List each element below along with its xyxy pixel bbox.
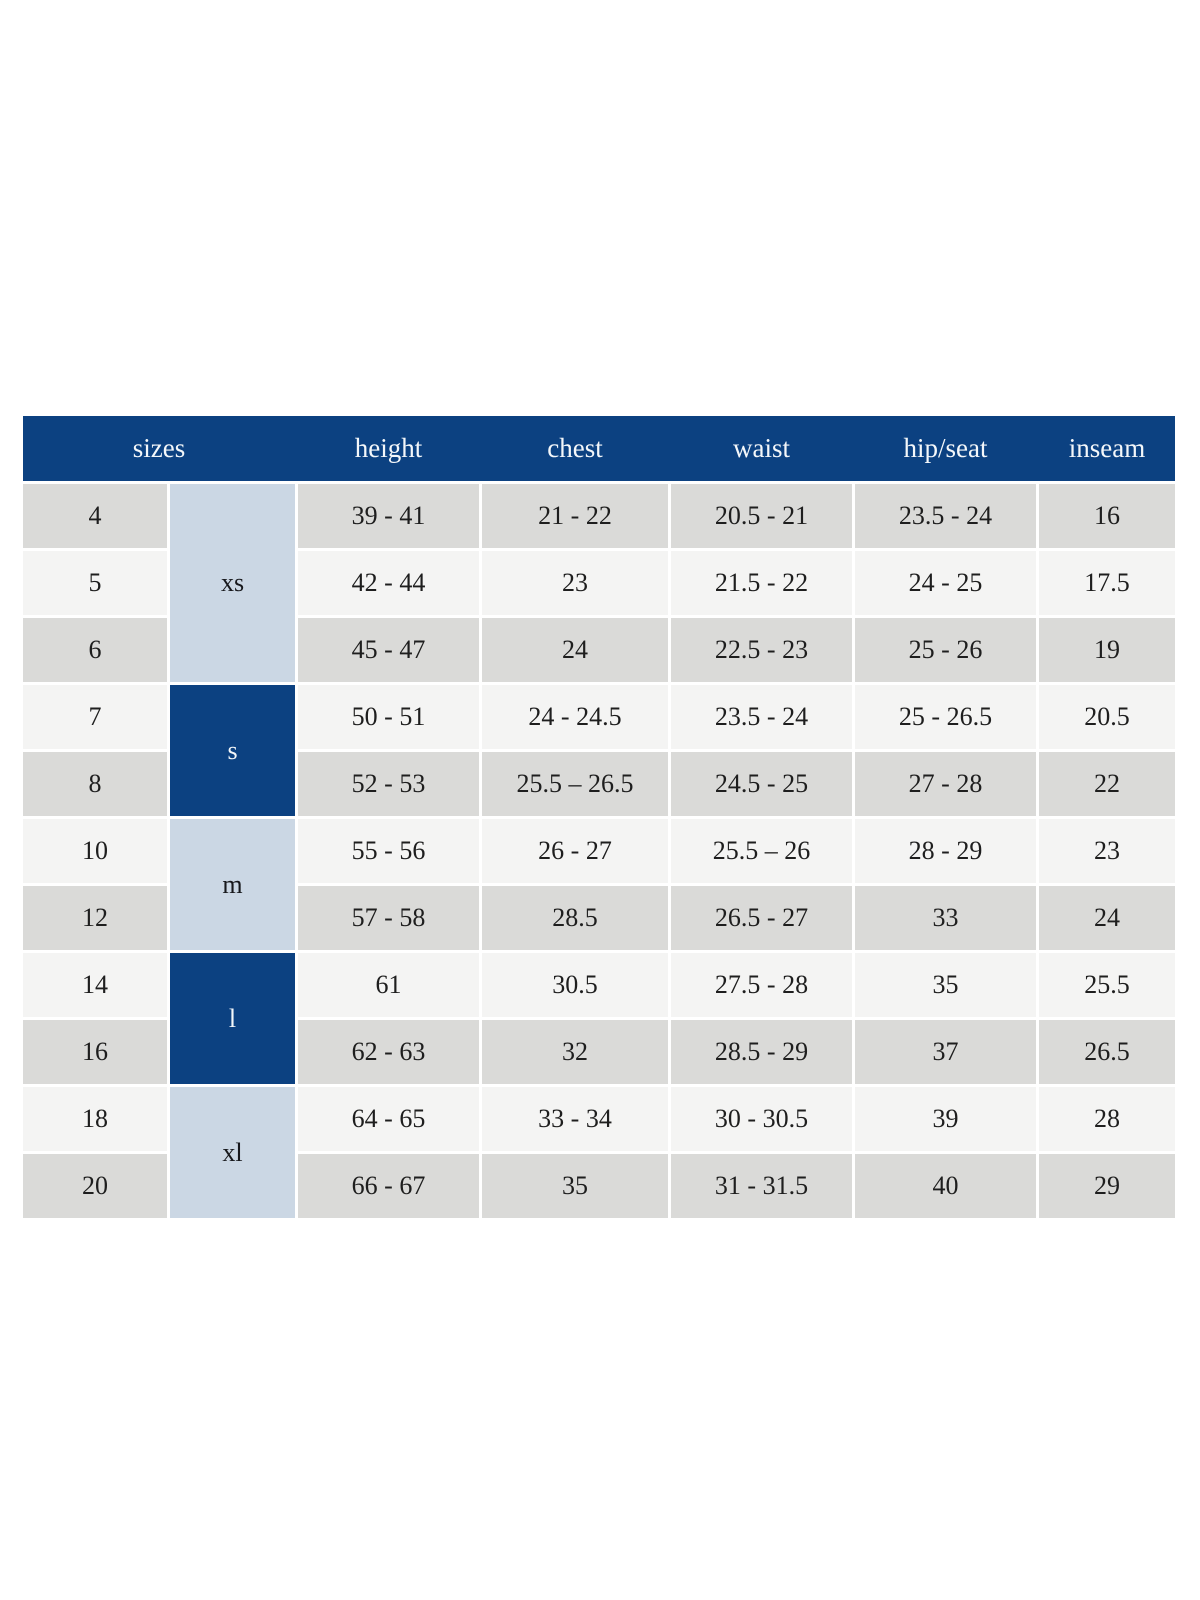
header-waist: waist bbox=[733, 433, 790, 463]
hip-seat-cell: 35 bbox=[855, 953, 1036, 1017]
chest-cell: 28.5 bbox=[482, 886, 668, 950]
waist-cell: 22.5 - 23 bbox=[671, 618, 852, 682]
header-sizes: sizes bbox=[132, 433, 186, 463]
header-hip-seat: hip/seat bbox=[903, 433, 988, 463]
waist-cell: 28.5 - 29 bbox=[671, 1020, 852, 1084]
height-cell: 42 - 44 bbox=[298, 551, 479, 615]
chest-cell: 33 - 34 bbox=[482, 1087, 668, 1151]
waist-cell: 27.5 - 28 bbox=[671, 953, 852, 1017]
height-cell: 66 - 67 bbox=[298, 1154, 479, 1218]
size-cell: 14 bbox=[23, 953, 167, 1017]
table-header-row: sizes height chest waist hip/seat inseam bbox=[23, 416, 1175, 481]
inseam-cell: 16 bbox=[1039, 484, 1175, 548]
inseam-cell: 25.5 bbox=[1039, 953, 1175, 1017]
inseam-cell: 23 bbox=[1039, 819, 1175, 883]
chest-cell: 23 bbox=[482, 551, 668, 615]
height-cell: 55 - 56 bbox=[298, 819, 479, 883]
size-cell: 12 bbox=[23, 886, 167, 950]
hip-seat-cell: 33 bbox=[855, 886, 1036, 950]
size-group-cell-s: s bbox=[170, 685, 295, 816]
inseam-cell: 28 bbox=[1039, 1087, 1175, 1151]
chest-cell: 25.5 – 26.5 bbox=[482, 752, 668, 816]
size-group-cell-xl: xl bbox=[170, 1087, 295, 1218]
hip-seat-cell: 40 bbox=[855, 1154, 1036, 1218]
inseam-cell: 19 bbox=[1039, 618, 1175, 682]
hip-seat-cell: 39 bbox=[855, 1087, 1036, 1151]
hip-seat-cell: 27 - 28 bbox=[855, 752, 1036, 816]
size-cell: 5 bbox=[23, 551, 167, 615]
hip-seat-cell: 37 bbox=[855, 1020, 1036, 1084]
height-cell: 64 - 65 bbox=[298, 1087, 479, 1151]
hip-seat-cell: 24 - 25 bbox=[855, 551, 1036, 615]
header-inseam: inseam bbox=[1068, 433, 1146, 463]
inseam-cell: 26.5 bbox=[1039, 1020, 1175, 1084]
height-cell: 57 - 58 bbox=[298, 886, 479, 950]
waist-cell: 23.5 - 24 bbox=[671, 685, 852, 749]
size-group-cell-m: m bbox=[170, 819, 295, 950]
size-cell: 20 bbox=[23, 1154, 167, 1218]
size-chart-table: sizes height chest waist hip/seat inseam… bbox=[23, 416, 1175, 1218]
waist-cell: 25.5 – 26 bbox=[671, 819, 852, 883]
chest-cell: 32 bbox=[482, 1020, 668, 1084]
hip-seat-cell: 25 - 26.5 bbox=[855, 685, 1036, 749]
inseam-cell: 20.5 bbox=[1039, 685, 1175, 749]
size-group-cell-xs: xs bbox=[170, 484, 295, 682]
chest-cell: 26 - 27 bbox=[482, 819, 668, 883]
height-cell: 50 - 51 bbox=[298, 685, 479, 749]
hip-seat-cell: 23.5 - 24 bbox=[855, 484, 1036, 548]
size-cell: 8 bbox=[23, 752, 167, 816]
size-group-cell-l: l bbox=[170, 953, 295, 1084]
inseam-cell: 29 bbox=[1039, 1154, 1175, 1218]
height-cell: 61 bbox=[298, 953, 479, 1017]
chest-cell: 35 bbox=[482, 1154, 668, 1218]
chest-cell: 30.5 bbox=[482, 953, 668, 1017]
hip-seat-cell: 25 - 26 bbox=[855, 618, 1036, 682]
waist-cell: 21.5 - 22 bbox=[671, 551, 852, 615]
size-cell: 7 bbox=[23, 685, 167, 749]
size-cell: 18 bbox=[23, 1087, 167, 1151]
height-cell: 39 - 41 bbox=[298, 484, 479, 548]
inseam-cell: 22 bbox=[1039, 752, 1175, 816]
height-cell: 45 - 47 bbox=[298, 618, 479, 682]
waist-cell: 31 - 31.5 bbox=[671, 1154, 852, 1218]
waist-cell: 26.5 - 27 bbox=[671, 886, 852, 950]
size-cell: 6 bbox=[23, 618, 167, 682]
inseam-cell: 17.5 bbox=[1039, 551, 1175, 615]
height-cell: 52 - 53 bbox=[298, 752, 479, 816]
hip-seat-cell: 28 - 29 bbox=[855, 819, 1036, 883]
chest-cell: 24 - 24.5 bbox=[482, 685, 668, 749]
header-height: height bbox=[354, 433, 423, 463]
chest-cell: 24 bbox=[482, 618, 668, 682]
size-cell: 4 bbox=[23, 484, 167, 548]
waist-cell: 30 - 30.5 bbox=[671, 1087, 852, 1151]
height-cell: 62 - 63 bbox=[298, 1020, 479, 1084]
waist-cell: 24.5 - 25 bbox=[671, 752, 852, 816]
inseam-cell: 24 bbox=[1039, 886, 1175, 950]
size-cell: 16 bbox=[23, 1020, 167, 1084]
header-chest: chest bbox=[547, 433, 603, 463]
size-cell: 10 bbox=[23, 819, 167, 883]
chest-cell: 21 - 22 bbox=[482, 484, 668, 548]
waist-cell: 20.5 - 21 bbox=[671, 484, 852, 548]
